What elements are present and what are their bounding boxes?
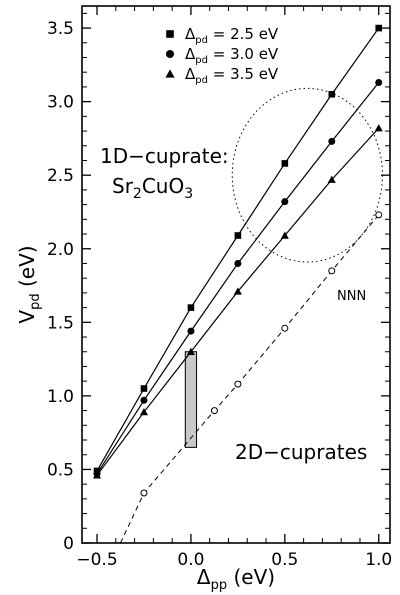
y-tick-label: 3.0 (47, 93, 74, 113)
region-2d-cuprates (184, 351, 198, 448)
series-3-point (92, 471, 102, 479)
series-line-4 (120, 214, 380, 544)
series-3-point (139, 408, 149, 416)
series-3-point (374, 124, 383, 132)
x-tick-label: 1.0 (365, 550, 392, 570)
annotations: 1D−cuprate: Sr2CuO3 2D−cuprates NNN (100, 144, 367, 464)
series-2-point (328, 137, 336, 145)
series-3-point (233, 287, 242, 295)
series-1-point (328, 90, 336, 98)
annotation-1d-cuprate: 1D−cuprate: (100, 144, 229, 168)
legend-marker (165, 69, 175, 78)
y-tick-label: 3.5 (47, 19, 74, 39)
plot-area (92, 24, 383, 544)
y-tick-label: 1.0 (47, 387, 74, 407)
series-2-point (187, 327, 195, 335)
series-1-point (375, 24, 383, 32)
y-axis-label: Vpd (eV) (15, 245, 43, 323)
plot-frame (81, 5, 391, 544)
x-axis-label: Δpp (eV) (197, 565, 275, 593)
annotation-2d-cuprates: 2D−cuprates (235, 440, 367, 464)
series-3-point (327, 175, 336, 183)
axes: 0 0.5 1.0 1.5 2.0 2.5 3.0 3.5 −0.5 0.0 0.5 1.0 Δpp (… (15, 5, 392, 593)
annotation-sr2cuo3: Sr2CuO3 (112, 174, 193, 202)
x-tick-label: 0.5 (271, 550, 298, 570)
x-tick-label: −0.5 (76, 550, 117, 570)
legend-marker (166, 50, 174, 58)
series-line-1 (96, 27, 380, 472)
annotation-nnn: NNN (337, 289, 366, 304)
series-4-point (328, 267, 336, 275)
series-1-point (281, 160, 289, 167)
y-tick-label: 2.0 (47, 240, 74, 260)
series-4-point (210, 407, 218, 415)
region-1d-ellipse (231, 87, 383, 263)
y-tick-label: 1.5 (47, 313, 74, 333)
series-4-point (140, 489, 148, 497)
series-4-point (375, 211, 383, 219)
series-3-point (280, 231, 289, 239)
y-tick-label: 0.5 (47, 460, 74, 480)
series-1-point (234, 232, 242, 239)
series-4-point (281, 324, 289, 332)
series-3-point (186, 347, 195, 355)
y-tick-label: 0 (63, 534, 74, 554)
y-tick-label: 2.5 (47, 166, 74, 186)
x-tick-label: 0.0 (177, 550, 204, 570)
legend-entry: Δpd = 3.0 eV (185, 45, 279, 66)
series-1-point (187, 304, 195, 311)
legend-marker (166, 30, 174, 38)
series-2-point (375, 79, 383, 87)
series-2-point (140, 396, 148, 404)
series-2-point (281, 198, 289, 206)
legend-entry: Δpd = 2.5 eV (185, 25, 279, 46)
legend-entry: Δpd = 3.5 eV (185, 65, 279, 86)
series-1-point (140, 385, 148, 392)
series-2-point (234, 259, 242, 267)
series-4-point (234, 380, 242, 388)
